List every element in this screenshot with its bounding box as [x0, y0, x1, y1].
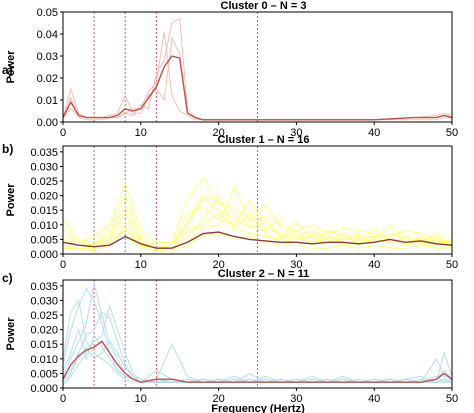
x-tick-label-1: 10 [135, 259, 147, 271]
y-tick-label-1: 0.01 [37, 95, 58, 107]
x-tick-label-5: 50 [446, 127, 458, 139]
mean-line [62, 231, 453, 249]
y-tick-label-4: 0.020 [30, 191, 58, 203]
y-tick-label-2: 0.010 [30, 220, 58, 232]
mean-line [62, 55, 453, 121]
plot-area [63, 12, 452, 122]
series-line-7 [62, 194, 453, 249]
y-tick-label-5: 0.025 [30, 176, 58, 188]
panel-label: a) [2, 63, 13, 77]
x-tick-label-2: 20 [212, 393, 224, 405]
y-tick-label-2: 0.010 [30, 354, 58, 366]
x-tick-label-3: 30 [290, 259, 302, 271]
y-tick-label-4: 0.04 [37, 29, 58, 41]
x-tick-label-1: 10 [135, 127, 147, 139]
x-tick-label-2: 20 [212, 259, 224, 271]
y-axis-label: Power [5, 183, 17, 217]
panel-label: c) [2, 271, 13, 285]
x-tick-label-3: 30 [290, 127, 302, 139]
x-tick-label-2: 20 [212, 127, 224, 139]
axes-frame [62, 11, 453, 123]
panel-label: b) [2, 142, 13, 156]
panel-title: Cluster 0 – N = 3 [221, 0, 307, 12]
panel-title: Cluster 1 – N = 16 [217, 134, 309, 146]
y-tick-label-7: 0.035 [30, 281, 58, 293]
panel-c: 0 10 20 30 40 50 0.000 0.005 0.010 0.015 0.020 0.02… [2, 268, 458, 405]
y-tick-label-3: 0.015 [30, 339, 58, 351]
y-tick-label-1: 0.005 [30, 234, 58, 246]
y-tick-label-6: 0.030 [30, 295, 58, 307]
x-axis-label: Frequency (Hertz) [211, 403, 305, 413]
x-tick-label-5: 50 [446, 393, 458, 405]
y-tick-label-2: 0.02 [37, 73, 58, 85]
y-tick-label-4: 0.020 [30, 325, 58, 337]
y-axis-label: Power [5, 50, 17, 84]
y-tick-label-5: 0.05 [37, 7, 58, 19]
series-line-3 [62, 200, 453, 249]
y-tick-label-3: 0.015 [30, 205, 58, 217]
x-tick-label-0: 0 [60, 259, 66, 271]
x-tick-label-5: 50 [446, 259, 458, 271]
y-tick-label-7: 0.035 [30, 147, 58, 159]
y-axis-label: Power [5, 317, 17, 351]
series-line-5 [62, 177, 453, 243]
panel-title: Cluster 2 – N = 11 [218, 268, 309, 280]
axes-frame [62, 279, 453, 389]
y-tick-label-0: 0.00 [37, 117, 58, 129]
series-line-2 [62, 185, 452, 249]
y-tick-label-0: 0.000 [30, 249, 58, 261]
y-tick-label-0: 0.000 [30, 383, 58, 395]
y-tick-label-3: 0.03 [37, 51, 58, 63]
mean-line [62, 340, 453, 383]
x-tick-label-4: 40 [368, 127, 380, 139]
axes-frame [62, 145, 453, 255]
x-tick-label-1: 10 [135, 393, 147, 405]
x-tick-label-3: 30 [290, 393, 302, 405]
panel-a: 0 10 20 30 40 50 0.00 0.01 0.02 0.03 0.04 0.05 Clust… [2, 0, 458, 139]
x-tick-label-0: 0 [60, 393, 66, 405]
y-tick-label-6: 0.030 [30, 161, 58, 173]
x-tick-label-0: 0 [60, 127, 66, 139]
x-tick-label-4: 40 [368, 393, 380, 405]
y-tick-label-5: 0.025 [30, 310, 58, 322]
series-line-0 [62, 197, 452, 249]
x-tick-label-4: 40 [368, 259, 380, 271]
panel-b: 0 10 20 30 40 50 0.000 0.005 0.010 0.015 0.020 0.02… [2, 134, 458, 271]
y-tick-label-1: 0.005 [30, 368, 58, 380]
